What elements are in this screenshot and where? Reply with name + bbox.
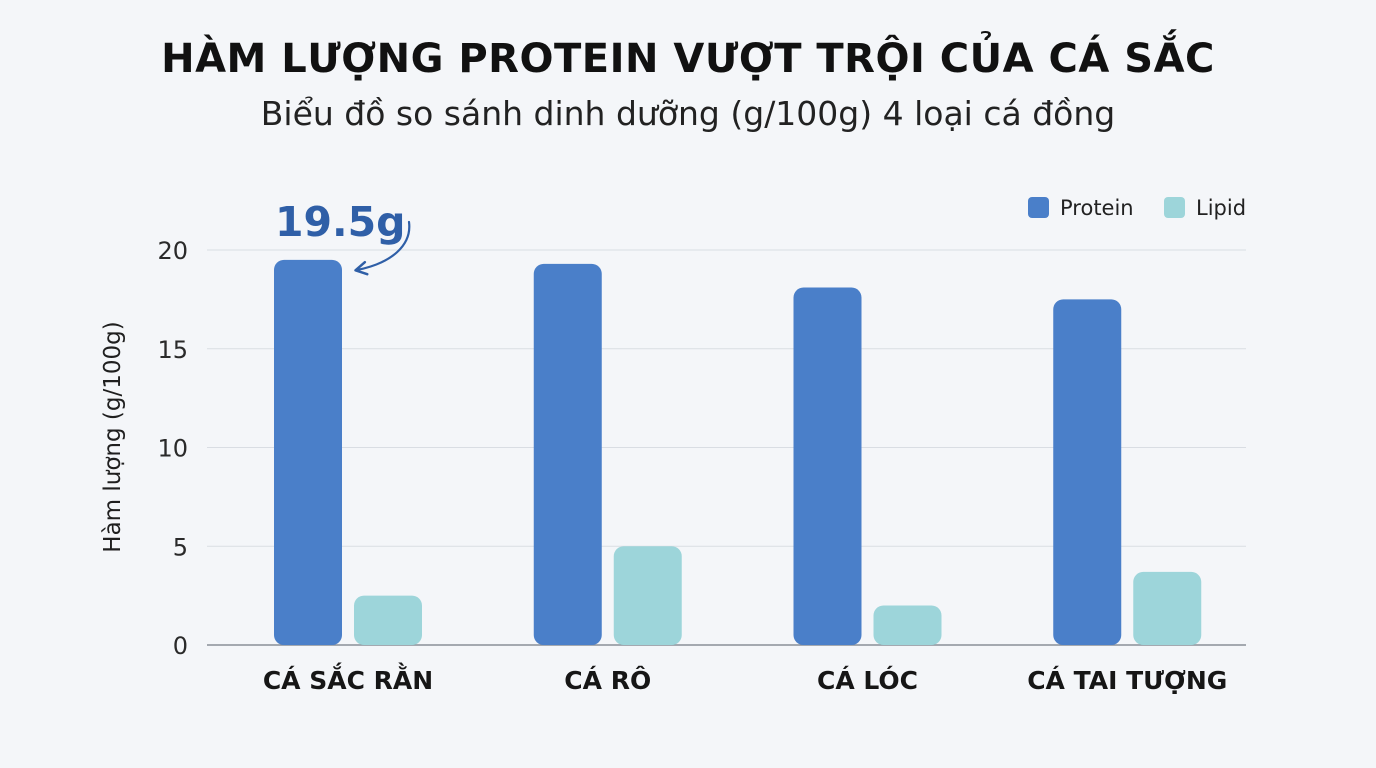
y-tick-label: 0	[173, 632, 188, 660]
legend-swatch	[1028, 197, 1049, 218]
y-tick-label: 10	[157, 435, 188, 463]
y-tick-label: 5	[173, 533, 188, 561]
bar-lipid	[873, 605, 942, 645]
y-tick-label: 20	[157, 237, 188, 265]
bar-protein	[1053, 299, 1122, 645]
chart-title: HÀM LƯỢNG PROTEIN VƯỢT TRỘI CỦA CÁ SẮC	[161, 36, 1215, 82]
y-tick-label: 15	[157, 336, 188, 364]
x-tick-label: CÁ SẮC RẰN	[263, 662, 433, 695]
x-tick-label: CÁ RÔ	[564, 665, 651, 695]
chart-subtitle: Biểu đồ so sánh dinh dưỡng (g/100g) 4 lo…	[260, 94, 1116, 133]
legend-swatch	[1164, 197, 1185, 218]
bar-lipid	[613, 546, 682, 645]
x-tick-label: CÁ LÓC	[817, 665, 918, 695]
legend-label: Protein	[1060, 196, 1134, 220]
annotation-arrow	[354, 220, 411, 276]
bar-lipid	[354, 595, 422, 645]
bar-protein	[793, 287, 862, 645]
value-annotation: 19.5g	[275, 198, 406, 246]
legend-label: Lipid	[1196, 196, 1246, 220]
bar-protein	[274, 259, 342, 645]
bar-lipid	[1133, 571, 1202, 645]
y-axis-label: Hàm lượng (g/100g)	[100, 321, 126, 552]
x-tick-label: CÁ TAI TƯỢNG	[1027, 666, 1227, 695]
bar-protein	[533, 263, 602, 645]
